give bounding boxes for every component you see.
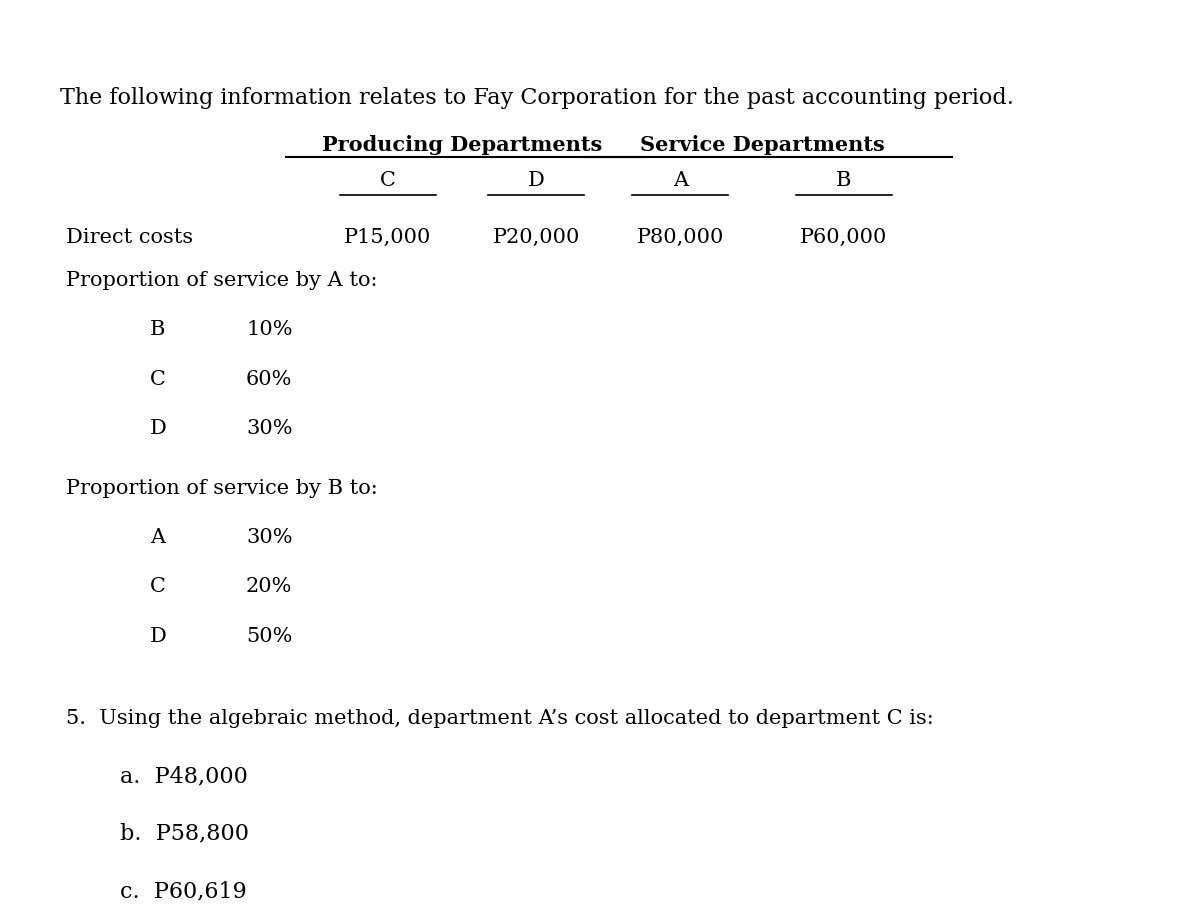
Text: A: A: [673, 171, 688, 190]
Text: P20,000: P20,000: [493, 228, 580, 247]
Text: D: D: [528, 171, 545, 190]
Text: B: B: [150, 321, 166, 339]
Text: Proportion of service by B to:: Proportion of service by B to:: [66, 479, 378, 497]
Text: 30%: 30%: [246, 528, 293, 547]
Text: 50%: 50%: [246, 627, 293, 645]
Text: Service Departments: Service Departments: [640, 135, 884, 155]
Text: C: C: [379, 171, 396, 190]
Text: P80,000: P80,000: [637, 228, 724, 247]
Text: B: B: [836, 171, 851, 190]
Text: A: A: [150, 528, 166, 547]
Text: Direct costs: Direct costs: [66, 228, 193, 247]
Text: 5.  Using the algebraic method, department A’s cost allocated to department C is: 5. Using the algebraic method, departmen…: [66, 709, 934, 728]
Text: Proportion of service by A to:: Proportion of service by A to:: [66, 271, 378, 290]
Text: D: D: [150, 627, 167, 645]
Text: C: C: [150, 370, 166, 388]
Text: Producing Departments: Producing Departments: [322, 135, 602, 155]
Text: 10%: 10%: [246, 321, 293, 339]
Text: P60,000: P60,000: [800, 228, 887, 247]
Text: b.  P58,800: b. P58,800: [120, 823, 250, 845]
Text: P15,000: P15,000: [344, 228, 431, 247]
Text: 60%: 60%: [246, 370, 293, 388]
Text: 20%: 20%: [246, 578, 293, 596]
Text: a.  P48,000: a. P48,000: [120, 765, 248, 787]
Text: The following information relates to Fay Corporation for the past accounting per: The following information relates to Fay…: [60, 87, 1014, 109]
Text: 30%: 30%: [246, 420, 293, 438]
Text: D: D: [150, 420, 167, 438]
Text: c.  P60,619: c. P60,619: [120, 880, 247, 902]
Text: C: C: [150, 578, 166, 596]
